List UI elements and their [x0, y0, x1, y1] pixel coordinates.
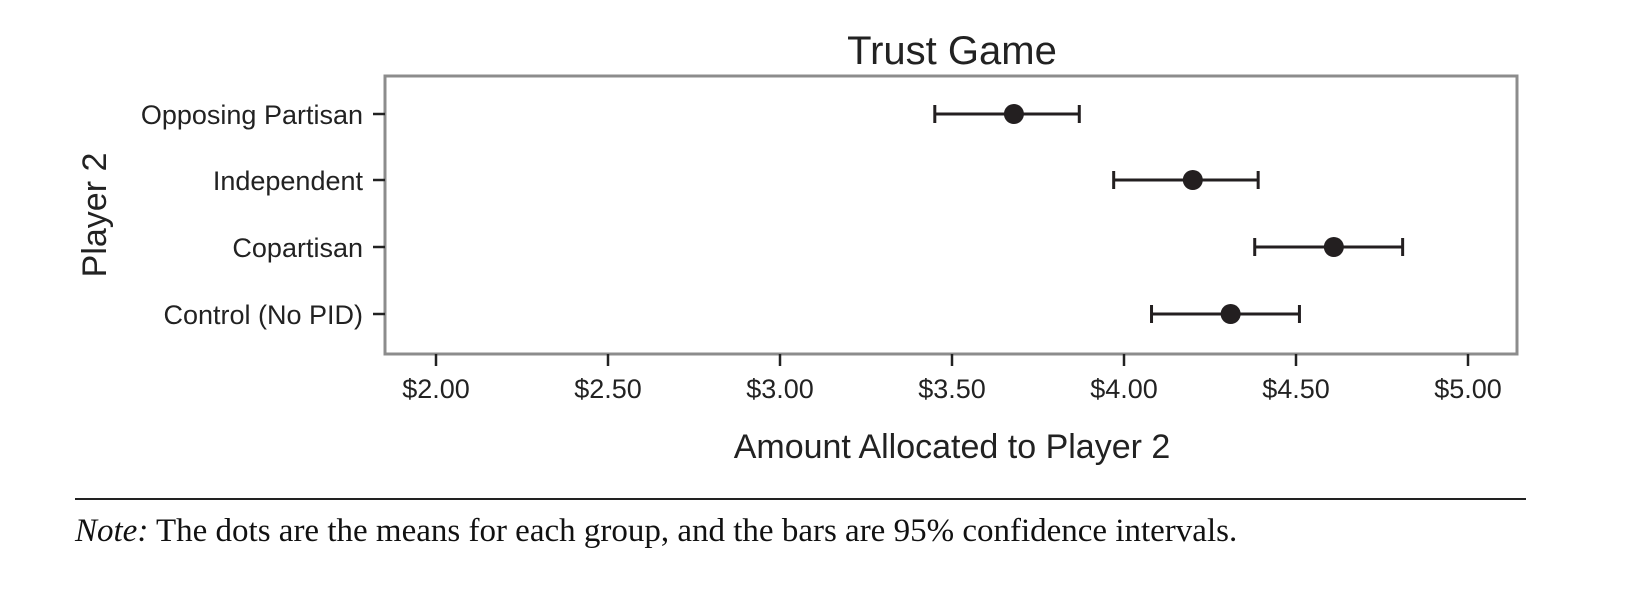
x-tick-label: $4.50 — [1262, 374, 1330, 404]
y-tick-label: Independent — [213, 166, 364, 196]
estimate-1 — [933, 104, 1081, 124]
trust-game-chart: Trust Game Opposing Partisan Independent C… — [76, 29, 1519, 466]
y-axis-title: Player 2 — [76, 153, 114, 278]
x-tick-label: $2.50 — [574, 374, 642, 404]
x-axis-title: Amount Allocated to Player 2 — [734, 428, 1171, 466]
y-tick-label: Copartisan — [232, 233, 363, 263]
plot-frame — [383, 74, 1519, 356]
x-tick-label: $5.00 — [1434, 374, 1502, 404]
x-axis-ticks — [434, 354, 1470, 366]
mean-point — [1003, 104, 1024, 124]
mean-point — [1182, 170, 1203, 190]
mean-point — [1323, 237, 1344, 257]
estimate-4 — [1150, 304, 1301, 324]
x-tick-label: $3.50 — [918, 374, 986, 404]
x-tick-label: $3.00 — [746, 374, 814, 404]
y-tick-label: Control (No PID) — [163, 300, 363, 330]
y-axis-labels: Opposing Partisan Independent Copartisan Co… — [141, 100, 364, 330]
note-label: Note: — [75, 513, 149, 549]
figure-note: Note: The dots are the means for each gr… — [75, 513, 1237, 550]
x-axis-labels: $2.00 $2.50 $3.00 $3.50 $4.00 $4.50 $5.00 — [402, 374, 1502, 404]
estimate-2 — [1112, 170, 1260, 190]
y-axis-ticks — [373, 112, 385, 316]
chart-title: Trust Game — [847, 29, 1057, 73]
data-marks — [933, 104, 1405, 324]
x-tick-label: $4.00 — [1090, 374, 1158, 404]
estimate-3 — [1253, 237, 1405, 257]
x-tick-label: $2.00 — [402, 374, 470, 404]
mean-point — [1220, 304, 1241, 324]
note-text: The dots are the means for each group, a… — [148, 513, 1238, 549]
note-divider — [75, 498, 1526, 500]
y-tick-label: Opposing Partisan — [141, 100, 363, 130]
